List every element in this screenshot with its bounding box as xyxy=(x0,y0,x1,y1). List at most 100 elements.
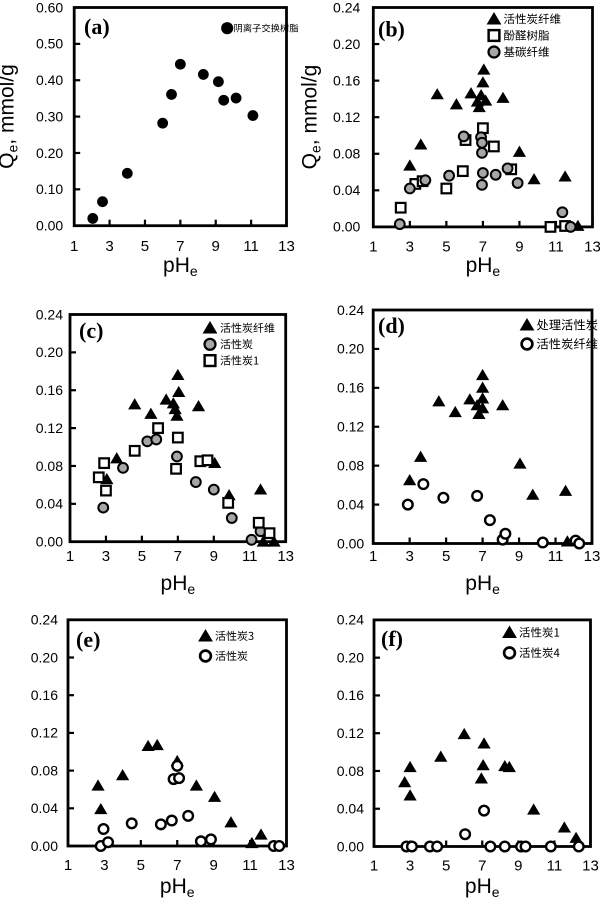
y-axis-label: Qe, mmol/g xyxy=(0,64,20,169)
x-tick-label: 1 xyxy=(64,857,72,874)
data-point xyxy=(513,457,527,469)
y-tick-label: 0.04 xyxy=(333,182,360,198)
legend-glyph xyxy=(549,319,561,331)
x-tick-label: 11 xyxy=(548,239,564,256)
data-point xyxy=(499,527,512,540)
legend-glyph xyxy=(554,628,560,637)
legend-glyph xyxy=(503,46,515,57)
legend-glyph xyxy=(231,339,242,350)
data-point xyxy=(247,110,259,121)
data-point xyxy=(405,840,418,853)
data-point xyxy=(141,739,155,752)
data-point xyxy=(172,385,186,398)
legend-a xyxy=(221,22,299,35)
data-point xyxy=(430,88,444,100)
data-point xyxy=(125,817,138,830)
x-tick-label: 3 xyxy=(406,858,414,875)
y-tick-label: 0.08 xyxy=(337,457,364,473)
data-point xyxy=(150,433,163,446)
y-tick-label: 0.00 xyxy=(31,838,58,854)
legend-marker xyxy=(203,337,217,351)
panel-letter: (f) xyxy=(381,626,403,651)
legend-glyph xyxy=(226,630,237,641)
x-tick-label: 13 xyxy=(277,548,294,565)
x-tick-label: 11 xyxy=(242,548,258,565)
data-point xyxy=(440,182,453,195)
data-point xyxy=(165,814,178,827)
data-point xyxy=(476,146,488,159)
legend-glyph xyxy=(542,626,554,638)
x-tick-label: 9 xyxy=(210,548,218,565)
panel-letter: (d) xyxy=(378,313,405,338)
x-tick-label: 5 xyxy=(442,548,450,565)
legend-label xyxy=(215,630,254,641)
data-point xyxy=(471,489,484,502)
data-point xyxy=(472,407,486,420)
data-point xyxy=(224,816,238,828)
y-tick-label: 0.24 xyxy=(333,0,360,15)
y-tick-label: 0.20 xyxy=(333,36,360,52)
data-point xyxy=(512,145,527,157)
legend-glyph xyxy=(519,627,531,638)
x-tick-label: 9 xyxy=(515,548,523,565)
data-point xyxy=(476,76,490,88)
data-point xyxy=(189,779,203,791)
data-point xyxy=(477,63,491,75)
legend-marker xyxy=(487,28,501,43)
data-point xyxy=(558,484,573,496)
data-point xyxy=(273,840,286,853)
y-tick-label: 0.20 xyxy=(31,649,58,665)
legend-glyph xyxy=(530,626,542,638)
data-point xyxy=(501,162,514,175)
x-tick-label: 13 xyxy=(584,239,600,256)
data-point xyxy=(464,87,478,99)
y-tick-label: 0.40 xyxy=(36,72,63,88)
data-point xyxy=(212,76,224,88)
data-point xyxy=(204,833,217,846)
data-point xyxy=(484,840,497,853)
x-tick-label: 1 xyxy=(370,858,378,875)
y-tick-label: 0.00 xyxy=(333,219,360,235)
data-point xyxy=(182,809,195,822)
data-point xyxy=(253,483,268,495)
data-point xyxy=(459,828,472,841)
data-point xyxy=(457,130,470,143)
y-tick-label: 0.12 xyxy=(36,420,63,436)
data-point xyxy=(456,165,469,178)
data-point xyxy=(414,138,428,150)
legend-glyph xyxy=(538,46,550,58)
data-point xyxy=(449,98,464,110)
legend-marker xyxy=(203,353,217,368)
data-point xyxy=(477,737,491,749)
x-tick-label: 3 xyxy=(406,239,414,256)
data-point xyxy=(572,840,585,853)
legend-glyph xyxy=(519,647,531,658)
y-tick-label: 0.60 xyxy=(36,0,63,15)
data-point xyxy=(152,422,164,434)
y-tick-label: 0.20 xyxy=(337,341,364,357)
y-tick-label: 0.16 xyxy=(36,382,63,398)
legend-glyph xyxy=(573,338,586,350)
x-axis-label-subscript: e xyxy=(187,581,195,597)
data-point xyxy=(544,840,557,853)
x-tick-label: 3 xyxy=(102,548,110,565)
x-axis-label: pHe xyxy=(465,875,500,900)
x-axis-label-main: pH xyxy=(163,254,190,277)
x-axis-label: pHe xyxy=(161,572,196,597)
x-tick-label: 13 xyxy=(278,238,295,255)
legend-glyph xyxy=(530,647,542,658)
y-tick-label: 0.00 xyxy=(337,535,364,551)
y-tick-label: 0.04 xyxy=(36,496,63,512)
x-tick-label: 3 xyxy=(405,548,413,565)
axis-frame xyxy=(372,618,592,848)
data-point xyxy=(496,91,510,103)
legend-d xyxy=(519,317,598,351)
x-tick-label: 13 xyxy=(582,858,599,875)
legend-c xyxy=(202,320,275,368)
data-point xyxy=(463,393,477,405)
panel-d: 1 3 5 7 9 11 130.000.040.080.120.160.200.24pHe… xyxy=(337,302,600,597)
data-point xyxy=(189,476,202,488)
legend-glyph xyxy=(536,319,549,331)
series-b-0 xyxy=(403,63,585,231)
legend-label xyxy=(536,319,598,331)
